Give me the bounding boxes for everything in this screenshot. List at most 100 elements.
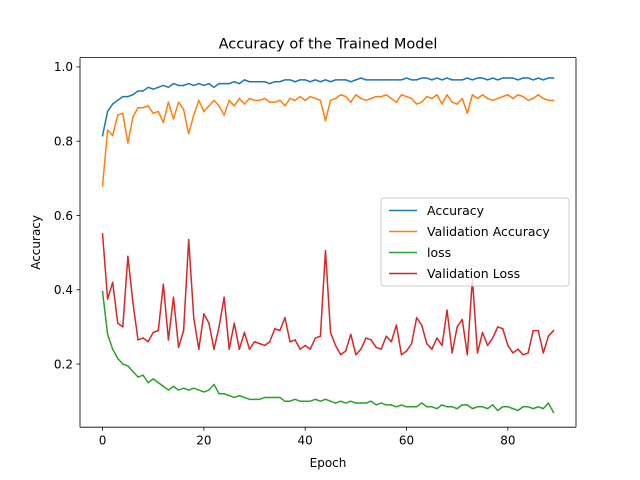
data-point bbox=[198, 348, 200, 350]
data-point bbox=[172, 118, 175, 120]
data-point bbox=[167, 101, 170, 103]
data-point bbox=[258, 99, 261, 102]
data-point bbox=[451, 406, 453, 408]
legend: Accuracy Validation Accuracy loss Validatio… bbox=[380, 197, 570, 287]
data-point bbox=[248, 97, 251, 100]
data-point bbox=[289, 400, 291, 402]
data-point bbox=[253, 80, 256, 83]
data-point bbox=[491, 404, 494, 406]
data-point bbox=[177, 346, 180, 349]
data-point bbox=[198, 99, 200, 102]
data-point bbox=[111, 103, 114, 105]
data-point bbox=[198, 389, 200, 391]
data-point bbox=[106, 129, 109, 131]
data-point bbox=[360, 97, 362, 100]
data-point bbox=[203, 110, 205, 113]
data-point bbox=[157, 110, 160, 113]
data-point bbox=[522, 95, 524, 98]
data-point bbox=[329, 80, 332, 83]
data-point bbox=[263, 344, 266, 347]
data-point bbox=[294, 398, 296, 401]
data-point bbox=[466, 404, 469, 406]
legend-label: Validation Loss bbox=[427, 266, 520, 281]
data-point bbox=[466, 77, 469, 79]
data-point bbox=[334, 344, 337, 347]
data-point bbox=[512, 97, 514, 100]
data-point bbox=[436, 337, 438, 339]
data-point bbox=[547, 335, 550, 337]
data-point bbox=[122, 95, 124, 98]
data-point bbox=[213, 383, 215, 386]
data-point bbox=[299, 79, 301, 81]
data-point bbox=[218, 105, 220, 107]
data-point bbox=[258, 342, 261, 345]
data-point bbox=[466, 112, 469, 115]
data-point bbox=[268, 82, 271, 85]
data-point bbox=[152, 88, 154, 90]
x-tick-label: 40 bbox=[298, 434, 313, 448]
legend-box bbox=[380, 197, 570, 287]
data-point bbox=[127, 142, 129, 144]
data-point bbox=[552, 411, 555, 414]
data-point bbox=[471, 79, 474, 81]
data-point bbox=[486, 79, 489, 81]
y-tick-label: 1.0 bbox=[54, 60, 73, 74]
data-point bbox=[101, 185, 104, 187]
data-point bbox=[431, 79, 433, 81]
data-point bbox=[461, 318, 464, 321]
data-point bbox=[334, 402, 337, 404]
data-point bbox=[552, 329, 555, 332]
data-point bbox=[410, 406, 413, 408]
data-point bbox=[187, 133, 190, 135]
y-tick-label: 0.6 bbox=[54, 209, 73, 223]
data-point bbox=[172, 296, 175, 298]
data-point bbox=[208, 389, 210, 391]
data-point bbox=[547, 402, 550, 404]
data-point bbox=[132, 302, 134, 304]
data-point bbox=[405, 406, 408, 408]
data-point bbox=[339, 400, 342, 402]
data-point bbox=[537, 77, 540, 79]
data-point bbox=[502, 95, 504, 98]
data-point bbox=[182, 329, 185, 332]
data-point bbox=[350, 333, 352, 336]
data-point bbox=[253, 341, 256, 343]
data-point bbox=[137, 90, 139, 92]
data-point bbox=[502, 77, 504, 79]
data-point bbox=[106, 333, 109, 336]
data-point bbox=[147, 105, 149, 107]
data-point bbox=[147, 341, 149, 343]
data-point bbox=[263, 97, 266, 100]
data-point bbox=[132, 116, 134, 118]
y-axis-label: Accuracy bbox=[29, 215, 43, 270]
data-point bbox=[132, 370, 134, 373]
data-point bbox=[111, 134, 114, 137]
data-point bbox=[324, 79, 327, 81]
data-point bbox=[400, 94, 403, 96]
data-point bbox=[405, 350, 408, 352]
data-point bbox=[233, 80, 236, 83]
data-point bbox=[116, 114, 119, 116]
data-point bbox=[314, 97, 317, 100]
data-point bbox=[137, 339, 139, 341]
data-point bbox=[263, 396, 266, 399]
data-point bbox=[309, 95, 312, 98]
data-point bbox=[527, 406, 529, 408]
data-point bbox=[263, 80, 266, 83]
data-point bbox=[243, 331, 246, 334]
data-point bbox=[507, 94, 509, 96]
data-point bbox=[339, 79, 342, 81]
data-point bbox=[390, 97, 393, 100]
data-point bbox=[365, 337, 367, 339]
data-point bbox=[532, 329, 534, 332]
data-point bbox=[223, 82, 225, 85]
data-point bbox=[415, 406, 418, 408]
data-point bbox=[370, 339, 372, 341]
data-point bbox=[365, 79, 367, 81]
data-point bbox=[147, 381, 149, 384]
data-point bbox=[344, 95, 347, 98]
data-point bbox=[223, 296, 225, 298]
data-point bbox=[405, 95, 408, 98]
data-point bbox=[167, 86, 170, 89]
